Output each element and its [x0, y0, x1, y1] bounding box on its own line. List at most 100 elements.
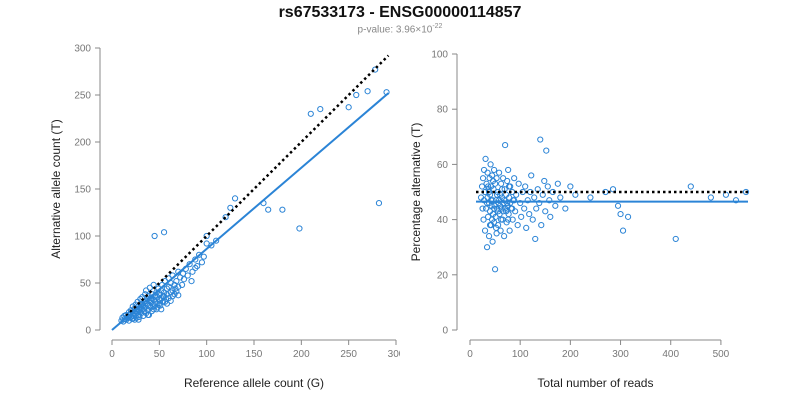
data-point [481, 227, 489, 234]
x-tick-label: 500 [713, 349, 730, 360]
data-point [506, 183, 513, 190]
data-point [497, 202, 504, 209]
data-point [150, 281, 157, 288]
data-point [178, 281, 186, 288]
data-point [531, 194, 538, 201]
data-point [529, 216, 536, 223]
data-point [515, 180, 522, 187]
data-point [186, 261, 193, 268]
x-tick-label: 200 [293, 349, 310, 360]
data-point [493, 175, 500, 182]
data-point [482, 155, 489, 162]
x-tick-label: 300 [612, 349, 629, 360]
data-point [485, 188, 493, 196]
data-point [222, 214, 229, 221]
data-point [353, 91, 360, 99]
allele-count-scatter-plot: 0 50 100 150 200 250 300 0 50 100 150 200 250 300 Refe… [49, 44, 400, 391]
data-point [544, 183, 551, 190]
y-tick-label: 50 [80, 279, 92, 290]
data-point [554, 180, 561, 187]
y-tick-label: 0 [442, 326, 448, 337]
data-point [184, 272, 191, 279]
data-point [208, 242, 215, 249]
data-point [141, 308, 148, 315]
data-point [483, 244, 491, 251]
plot-area [111, 54, 390, 331]
data-point [480, 166, 488, 174]
data-point [505, 166, 512, 174]
percentage-alternative-scatter-plot: 0 100 200 300 400 500 0 20 40 60 80 100 Total number… [409, 50, 750, 390]
data-point [485, 233, 493, 240]
data-point [148, 297, 155, 304]
data-point [532, 235, 539, 243]
x-tick-label: 400 [662, 349, 679, 360]
data-point [541, 177, 548, 185]
data-point [180, 276, 188, 283]
data-point [498, 180, 505, 187]
data-point [492, 224, 500, 231]
data-point [483, 199, 491, 207]
data-point [502, 141, 509, 149]
y-tick-label: 200 [74, 138, 91, 149]
data-point [517, 199, 524, 207]
data-point [543, 147, 550, 154]
data-point [158, 306, 165, 313]
data-point [490, 166, 498, 174]
data-point [506, 227, 513, 234]
data-point [503, 208, 510, 215]
data-point [479, 205, 486, 212]
y-tick-label: 100 [74, 232, 91, 243]
data-point [587, 194, 594, 201]
data-point [707, 194, 714, 201]
data-point [687, 183, 694, 190]
x-tick-label: 150 [246, 349, 263, 360]
data-point [533, 205, 540, 212]
data-point [175, 292, 182, 299]
data-point [537, 136, 544, 143]
data-point [141, 305, 148, 312]
data-point [499, 186, 506, 193]
data-point [345, 104, 352, 111]
data-point [614, 202, 622, 209]
data-point [732, 197, 740, 204]
data-point [198, 259, 206, 266]
x-tick-label: 0 [467, 349, 473, 360]
data-point [486, 222, 494, 229]
data-point [489, 238, 496, 245]
data-point [173, 278, 180, 285]
data-point [200, 253, 207, 260]
data-point [567, 183, 574, 190]
fit-line [111, 92, 390, 331]
data-point [547, 213, 554, 220]
data-point [511, 197, 518, 204]
data-point [488, 216, 496, 223]
data-point [509, 216, 516, 223]
x-tick-label: 100 [512, 349, 529, 360]
data-point [490, 205, 498, 212]
data-point [542, 208, 549, 215]
data-point [364, 88, 371, 95]
x-tick-label: 300 [388, 349, 400, 360]
data-point [509, 205, 516, 212]
data-point [552, 202, 559, 209]
data-point [528, 172, 535, 179]
data-point [484, 169, 491, 176]
data-point [489, 177, 497, 185]
data-point [523, 224, 530, 231]
data-point [160, 229, 168, 236]
data-point [511, 175, 518, 182]
x-tick-label: 100 [198, 349, 215, 360]
data-point [497, 227, 504, 234]
data-point [487, 197, 495, 204]
x-tick-label: 0 [109, 349, 115, 360]
data-point [624, 213, 632, 220]
data-point [493, 191, 501, 198]
y-tick-label: 80 [437, 105, 449, 116]
data-point [137, 309, 144, 316]
data-point [521, 205, 528, 212]
data-point [501, 233, 508, 240]
data-point [479, 175, 487, 182]
data-point [498, 216, 505, 223]
data-point [504, 199, 511, 207]
